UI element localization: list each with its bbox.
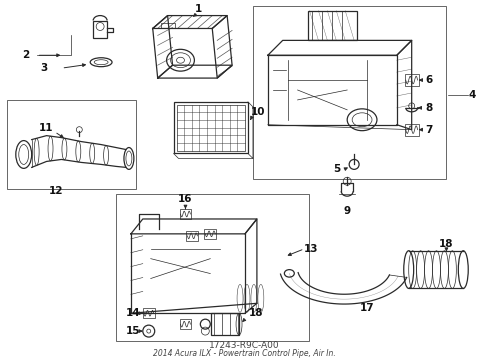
Text: 15: 15	[125, 326, 140, 336]
Text: 11: 11	[39, 123, 54, 133]
Bar	[307, 10, 356, 40]
Text: 16: 16	[178, 194, 192, 204]
Text: 2014 Acura ILX - Powertrain Control Pipe, Air In.: 2014 Acura ILX - Powertrain Control Pipe…	[152, 350, 335, 359]
Bar	[179, 209, 191, 219]
Bar	[179, 319, 191, 329]
Text: 8: 8	[424, 103, 431, 113]
Text: 12: 12	[49, 186, 63, 196]
Bar	[173, 102, 247, 153]
Text: 17243-R9C-A00: 17243-R9C-A00	[208, 342, 279, 351]
Bar	[7, 100, 136, 189]
Bar	[404, 124, 418, 136]
Bar	[176, 105, 244, 150]
Bar	[211, 313, 239, 335]
Bar	[204, 229, 216, 239]
Text: 18: 18	[248, 308, 263, 318]
Text: 18: 18	[438, 239, 453, 249]
Text: 17: 17	[359, 303, 374, 313]
Bar	[93, 21, 107, 39]
Bar	[404, 74, 418, 86]
Text: 5: 5	[333, 165, 340, 174]
Text: 7: 7	[424, 125, 431, 135]
Text: 2: 2	[22, 50, 29, 60]
Bar	[186, 231, 198, 241]
Text: 4: 4	[468, 90, 475, 100]
Text: 10: 10	[250, 107, 264, 117]
Text: 3: 3	[40, 63, 47, 73]
Text: 9: 9	[343, 206, 350, 216]
Text: 14: 14	[125, 308, 140, 318]
Text: 6: 6	[424, 75, 431, 85]
Bar	[252, 6, 446, 179]
Text: 13: 13	[304, 244, 318, 254]
Text: 1: 1	[194, 4, 202, 14]
Bar	[142, 308, 154, 318]
Bar	[116, 194, 309, 341]
